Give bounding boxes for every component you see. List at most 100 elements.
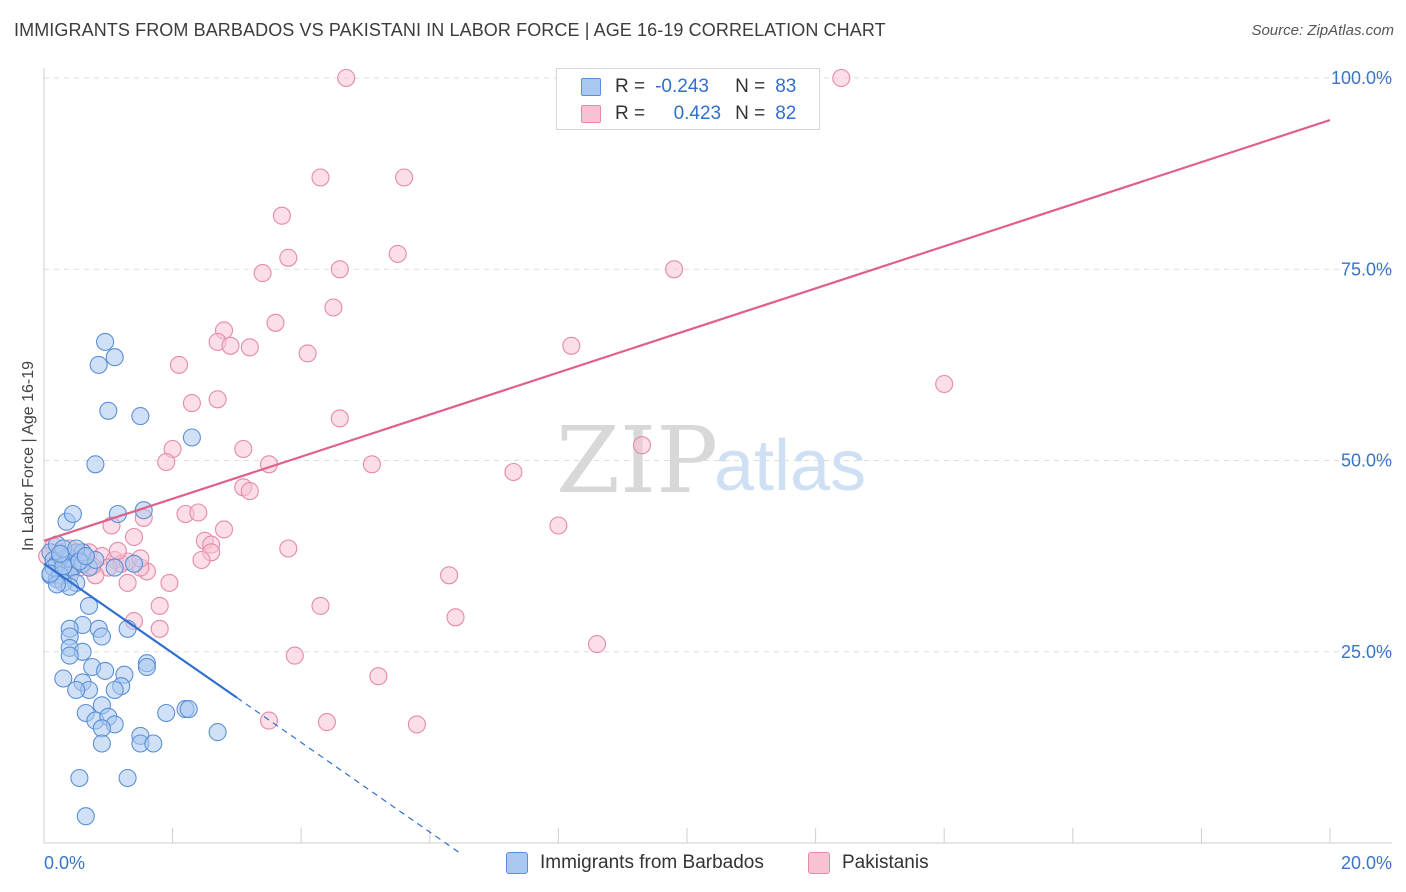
pakistanis-point [549,516,568,535]
pakistanis-swatch [581,105,601,123]
pakistanis-point [324,298,343,317]
barbados-point [92,734,111,753]
barbados-point [76,547,95,566]
barbados-point [76,807,95,826]
barbados-point [118,768,137,788]
pakistanis-point [298,344,317,363]
pakistanis-point [407,715,426,734]
watermark-zip: ZIP [556,407,718,514]
stats-legend: R = -0.243 N = 83 R = 0.423 N = 82 [556,68,820,130]
pakistanis-point [587,635,607,654]
pakistanis-point [311,168,330,187]
barbados-point [96,332,115,351]
axis-layer [43,68,1392,844]
pakistanis-point [832,68,851,88]
pakistanis-trend-line [43,119,1331,542]
pakistanis-point [259,711,279,730]
pakistanis-point [150,619,169,638]
pakistanis-point [330,260,349,279]
pakistanis-point [446,608,465,627]
barbados-point [96,661,115,680]
tick-labels: 25.0% 50.0% 75.0% 100.0% 0.0% 20.0% [44,68,1392,873]
legend-item-barbados[interactable]: Immigrants from Barbados [506,852,764,874]
barbados-points [41,332,227,826]
barbados-point [60,646,79,665]
pakistanis-point [440,566,459,585]
legend-item-pakistanis[interactable]: Pakistanis [808,852,929,874]
barbados-point [54,669,73,688]
pakistanis-point [169,355,189,374]
pakistanis-point [108,541,127,560]
pakistanis-point [118,573,137,592]
barbados-point [92,627,111,646]
source-label: Source: ZipAtlas.com [1251,22,1394,39]
pakistanis-point [935,374,954,394]
barbados-point [86,455,105,474]
barbados-point [208,723,227,742]
trend-lines [43,119,1331,855]
pakistanis-point [369,667,388,686]
y-axis-title: In Labor Force | Age 16-19 [20,361,37,551]
barbados-point [179,700,198,719]
series-legend: Immigrants from Barbados Pakistanis [0,852,1406,876]
pakistanis-point [221,336,240,355]
x-tick-label: 0.0% [44,853,85,873]
stats-legend-row-pakistanis: R = 0.423 N = 82 [581,102,796,126]
pakistanis-point [279,248,298,267]
barbados-trend-line [43,562,238,699]
barbados-trend-extension [236,697,463,855]
grid-layer [44,77,1392,653]
pakistanis-point [665,260,684,279]
pakistanis-point [272,206,291,225]
stats-legend-row-barbados: R = -0.243 N = 83 [581,75,796,99]
pakistanis-point [337,68,356,88]
pakistanis-point [192,550,211,570]
barbados-point [105,680,124,700]
pakistanis-points [38,68,954,734]
barbados-point [144,734,163,753]
pakistanis-point [214,520,234,539]
legend-label-pakistanis: Pakistanis [842,852,929,873]
pakistanis-point [388,244,407,263]
r-value: -0.243 [655,76,709,97]
barbados-swatch [581,78,601,96]
n-label: N = [735,103,766,124]
barbados-point [182,428,201,447]
pakistanis-point [189,503,208,522]
r-label: R = [615,103,646,124]
y-tick-label: 25.0% [1341,642,1392,662]
pakistanis-point [311,596,330,615]
barbados-point [124,554,144,573]
barbados-point [105,558,124,577]
barbados-point [79,596,99,615]
barbados-point [51,544,70,563]
pakistanis-point [124,527,144,547]
barbados-point [99,401,118,420]
pakistanis-point [157,452,176,472]
r-value: 0.423 [673,103,722,124]
pakistanis-point [208,390,227,409]
pakistanis-point [330,409,349,428]
pakistanis-point [253,264,272,283]
pakistanis-point [240,482,259,501]
barbados-point [70,768,89,788]
barbados-point [92,719,111,738]
chart-title: IMMIGRANTS FROM BARBADOS VS PAKISTANI IN… [14,20,886,40]
watermark: ZIP atlas [556,407,866,514]
barbados-point [157,703,176,723]
pakistanis-point [395,168,414,187]
pakistanis-point [317,713,336,732]
pakistanis-point [240,338,259,357]
pakistanis-point [150,596,169,615]
y-tick-label: 75.0% [1341,259,1392,279]
x-tick-label: 20.0% [1341,853,1392,873]
pakistanis-point [234,439,253,459]
pakistanis-point [266,313,285,332]
watermark-atlas: atlas [714,426,866,506]
barbados-point [89,355,108,374]
pakistanis-point [285,646,304,665]
barbados-swatch [506,852,528,874]
legend-label-barbados: Immigrants from Barbados [540,852,764,873]
pakistanis-point [182,394,201,413]
